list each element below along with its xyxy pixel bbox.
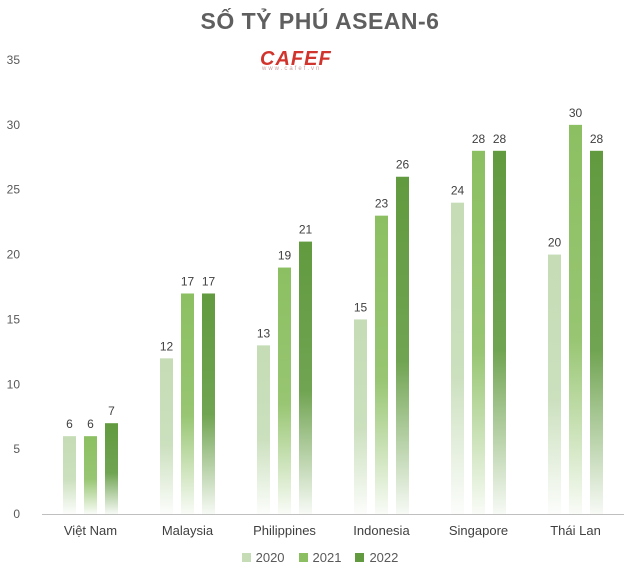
- data-label: 13: [257, 326, 271, 340]
- legend-item: 2022: [355, 550, 398, 565]
- x-category-label: Việt Nam: [64, 523, 117, 538]
- x-category-label: Thái Lan: [550, 523, 601, 538]
- chart-title: SỐ TỶ PHÚ ASEAN-6: [200, 8, 440, 34]
- logo-url: www.cafef.vn: [262, 66, 322, 72]
- y-tick-label: 25: [7, 183, 21, 197]
- bar-2021: [472, 150, 485, 515]
- bar-2021: [84, 436, 97, 514]
- bar-2022: [105, 423, 118, 514]
- bar-2022: [396, 176, 409, 514]
- legend-item: 2020: [241, 550, 285, 565]
- bar-2021: [569, 124, 582, 514]
- bars: [63, 124, 603, 515]
- bar-2020: [451, 202, 464, 514]
- bar-2022: [590, 150, 603, 515]
- data-label: 7: [108, 404, 115, 418]
- data-label: 30: [569, 106, 583, 120]
- data-label: 28: [590, 132, 604, 146]
- bar-2020: [257, 345, 270, 514]
- data-label: 6: [66, 417, 73, 431]
- legend-swatch: [298, 553, 308, 562]
- legend-swatch: [241, 553, 251, 562]
- y-tick-label: 30: [7, 118, 21, 132]
- data-label: 26: [396, 158, 410, 172]
- data-label: 20: [548, 236, 562, 250]
- legend-swatch: [355, 553, 365, 562]
- y-tick-label: 5: [13, 442, 20, 456]
- legend-label: 2022: [369, 550, 399, 565]
- y-tick-label: 20: [7, 248, 21, 262]
- cafef-logo: CAFEF www.cafef.vn: [260, 48, 390, 74]
- data-label: 21: [299, 223, 313, 237]
- data-label: 24: [451, 184, 465, 198]
- legend-label: 2021: [312, 550, 342, 565]
- x-axis: Việt Nam Malaysia Philippines Indonesia Sing…: [42, 514, 624, 538]
- legend-item: 2021: [298, 550, 342, 565]
- y-tick-label: 15: [7, 312, 21, 326]
- data-label: 15: [354, 300, 368, 314]
- y-tick-label: 10: [7, 377, 21, 391]
- bar-2020: [354, 319, 367, 514]
- data-label: 12: [160, 339, 174, 353]
- legend: 2020 2021 2022: [0, 550, 640, 565]
- y-tick-label: 35: [7, 53, 21, 67]
- data-label: 28: [472, 132, 486, 146]
- legend-label: 2020: [255, 550, 285, 565]
- data-label: 28: [493, 132, 507, 146]
- x-category-label: Malaysia: [162, 523, 214, 538]
- bar-2022: [493, 150, 506, 515]
- bar-2021: [375, 215, 388, 514]
- data-label: 6: [87, 417, 94, 431]
- data-label: 17: [202, 274, 216, 288]
- x-category-label: Singapore: [449, 523, 508, 538]
- bar-2020: [160, 358, 173, 514]
- bar-2022: [299, 241, 312, 514]
- bar-2020: [548, 254, 561, 515]
- data-label: 23: [375, 197, 389, 211]
- bar-2021: [278, 267, 291, 514]
- data-label: 17: [181, 274, 195, 288]
- bar-2021: [181, 293, 194, 514]
- x-category-label: Indonesia: [353, 523, 410, 538]
- logo-brand: CAFEF: [260, 48, 332, 70]
- bar-2022: [202, 293, 215, 514]
- x-category-label: Philippines: [253, 523, 316, 538]
- y-tick-label: 0: [13, 507, 20, 521]
- y-axis: 0 5 10 15 20 25 30 35: [7, 53, 21, 521]
- bar-2020: [63, 436, 76, 514]
- data-label: 19: [278, 249, 292, 263]
